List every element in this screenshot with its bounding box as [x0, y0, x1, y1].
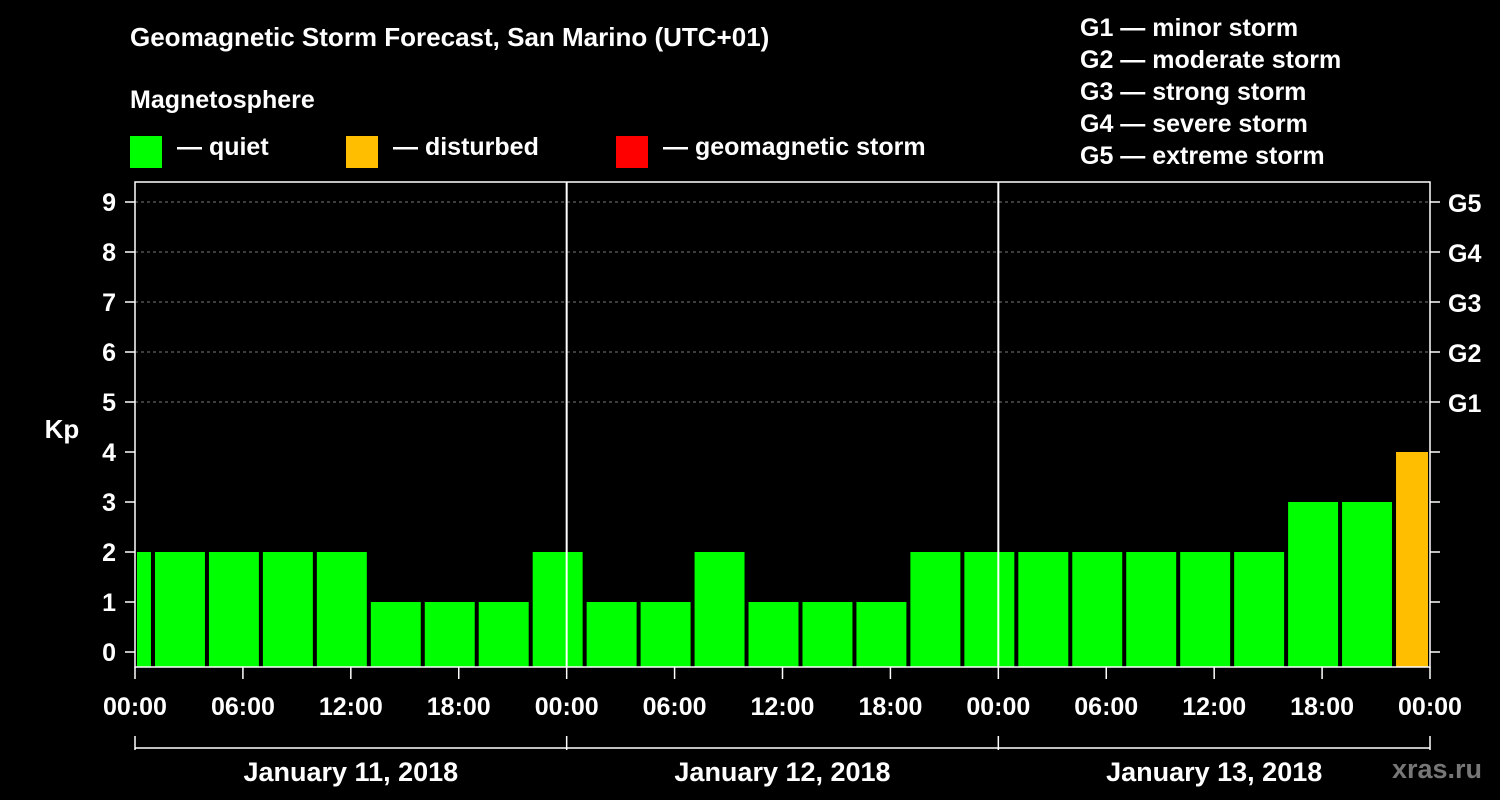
kp-bar — [748, 602, 799, 667]
legend-swatch-quiet — [130, 136, 162, 168]
kp-bar — [856, 602, 907, 667]
y-tick-label: 7 — [102, 289, 116, 317]
storm-scale-g3: G3 — strong storm — [1080, 78, 1307, 106]
kp-bar — [964, 552, 1015, 667]
y-axis-label: Kp — [45, 414, 80, 444]
chart-title: Geomagnetic Storm Forecast, San Marino (… — [130, 22, 770, 52]
kp-bar — [424, 602, 475, 667]
storm-scale-g5: G5 — extreme storm — [1080, 142, 1325, 170]
x-tick-label: 00:00 — [966, 693, 1030, 721]
x-tick-label: 12:00 — [1182, 693, 1246, 721]
kp-bar — [208, 552, 259, 667]
kp-bar — [910, 552, 961, 667]
kp-bar — [802, 602, 853, 667]
y-tick-label: 8 — [102, 239, 116, 267]
legend-label-storm: — geomagnetic storm — [663, 133, 926, 161]
y-tick-label: 3 — [102, 489, 116, 517]
x-tick-label: 12:00 — [319, 693, 383, 721]
x-tick-label: 00:00 — [103, 693, 167, 721]
kp-bar — [1288, 502, 1339, 667]
y-tick-label: 6 — [102, 339, 116, 367]
legend-swatch-storm — [616, 136, 648, 168]
kp-bar — [262, 552, 313, 667]
y-tick-label: 5 — [102, 389, 116, 417]
date-label: January 13, 2018 — [1106, 757, 1322, 787]
kp-bar — [532, 552, 583, 667]
kp-bar — [370, 602, 421, 667]
x-tick-label: 00:00 — [1398, 693, 1462, 721]
kp-bar — [1072, 552, 1123, 667]
g-scale-label: G2 — [1448, 340, 1481, 368]
kp-bar — [1126, 552, 1177, 667]
legend-label-quiet: — quiet — [177, 133, 269, 161]
kp-bar — [478, 602, 529, 667]
watermark: xras.ru — [1391, 754, 1482, 784]
kp-bar — [1342, 502, 1393, 667]
y-tick-label: 1 — [102, 589, 116, 617]
x-tick-label: 12:00 — [751, 693, 815, 721]
kp-bar — [586, 602, 637, 667]
g-scale-label: G5 — [1448, 190, 1481, 218]
g-scale-label: G3 — [1448, 290, 1481, 318]
y-tick-label: 0 — [102, 639, 116, 667]
x-tick-label: 00:00 — [535, 693, 599, 721]
date-label: January 12, 2018 — [674, 757, 890, 787]
kp-bar — [1396, 452, 1428, 667]
storm-scale-g4: G4 — severe storm — [1080, 110, 1308, 138]
y-tick-label: 4 — [102, 439, 116, 467]
kp-bar — [1234, 552, 1285, 667]
kp-bar — [137, 552, 151, 667]
legend-swatch-disturbed — [346, 136, 378, 168]
kp-bar — [1018, 552, 1069, 667]
kp-bar — [316, 552, 367, 667]
x-tick-label: 06:00 — [643, 693, 707, 721]
x-tick-label: 06:00 — [211, 693, 275, 721]
storm-scale-g2: G2 — moderate storm — [1080, 46, 1342, 74]
g-scale-label: G1 — [1448, 390, 1481, 418]
y-tick-label: 2 — [102, 539, 116, 567]
storm-scale-g1: G1 — minor storm — [1080, 14, 1299, 42]
date-label: January 11, 2018 — [243, 757, 458, 787]
g-scale-label: G4 — [1448, 240, 1481, 268]
y-tick-label: 9 — [102, 189, 116, 217]
legend-title: Magnetosphere — [130, 86, 315, 114]
x-tick-label: 18:00 — [1290, 693, 1354, 721]
kp-bar — [154, 552, 205, 667]
kp-bar — [640, 602, 691, 667]
x-tick-label: 06:00 — [1074, 693, 1138, 721]
x-tick-label: 18:00 — [427, 693, 491, 721]
kp-bar — [1180, 552, 1231, 667]
x-tick-label: 18:00 — [858, 693, 922, 721]
legend-label-disturbed: — disturbed — [393, 133, 539, 161]
kp-bar — [694, 552, 745, 667]
